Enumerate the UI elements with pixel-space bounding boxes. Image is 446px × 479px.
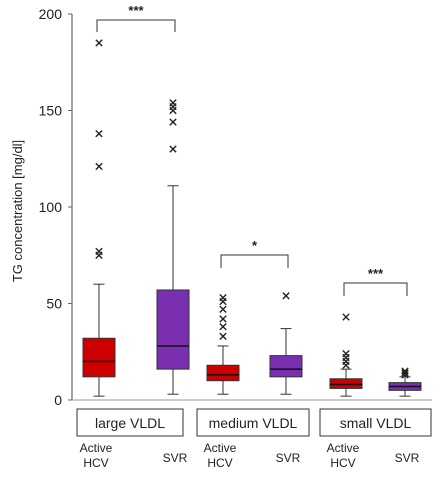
series-label: SVR bbox=[276, 451, 301, 465]
outlier-marker bbox=[219, 332, 227, 341]
significance-bracket bbox=[343, 282, 408, 296]
series-label: SVR bbox=[395, 451, 420, 465]
group-label-box bbox=[319, 408, 432, 437]
group-label: large VLDL bbox=[95, 415, 165, 431]
series-label-line2: HCV bbox=[207, 456, 232, 470]
outlier-marker bbox=[95, 247, 103, 256]
significance-label: * bbox=[252, 238, 258, 253]
outlier-marker bbox=[401, 367, 409, 375]
outlier-marker bbox=[342, 313, 350, 321]
outlier-marker bbox=[219, 322, 227, 331]
outlier-marker bbox=[169, 118, 177, 126]
outlier-marker bbox=[95, 162, 103, 171]
y-tick-label: 100 bbox=[39, 199, 63, 215]
outlier-marker bbox=[219, 294, 227, 302]
outlier-marker bbox=[95, 129, 103, 138]
series-label: SVR bbox=[163, 451, 188, 465]
y-axis-title: TG concentration [mg/dl] bbox=[10, 140, 25, 282]
series-label-line1: Active bbox=[327, 441, 360, 455]
significance-bracket bbox=[220, 254, 289, 268]
group-label: small VLDL bbox=[340, 415, 412, 431]
outlier-marker bbox=[169, 145, 177, 153]
y-tick-label: 200 bbox=[39, 6, 63, 22]
group-label: medium VLDL bbox=[209, 415, 298, 431]
series-label-line1: Active bbox=[80, 441, 113, 455]
significance-label: *** bbox=[128, 3, 144, 18]
significance-label: *** bbox=[368, 266, 384, 281]
box-1-1 bbox=[269, 355, 303, 378]
series-label-line1: Active bbox=[204, 441, 237, 455]
y-tick-label: 50 bbox=[46, 296, 62, 312]
series-label-line2: HCV bbox=[330, 456, 355, 470]
box-1-0 bbox=[206, 364, 240, 382]
outlier-marker bbox=[169, 99, 177, 107]
series-label-line2: HCV bbox=[83, 456, 108, 470]
box-0-1 bbox=[156, 289, 190, 370]
outlier-marker bbox=[342, 349, 350, 358]
box-0-0 bbox=[82, 337, 116, 378]
outlier-marker bbox=[401, 369, 409, 377]
significance-bracket bbox=[96, 19, 176, 32]
outlier-marker bbox=[95, 39, 103, 47]
outlier-marker bbox=[219, 305, 227, 313]
group-label-box bbox=[76, 408, 184, 437]
group-label-box bbox=[196, 408, 310, 437]
outlier-marker bbox=[282, 292, 290, 300]
y-tick-label: 0 bbox=[54, 392, 62, 408]
box-2-0 bbox=[329, 378, 363, 389]
y-tick-label: 150 bbox=[39, 103, 63, 119]
outlier-marker bbox=[219, 315, 227, 323]
